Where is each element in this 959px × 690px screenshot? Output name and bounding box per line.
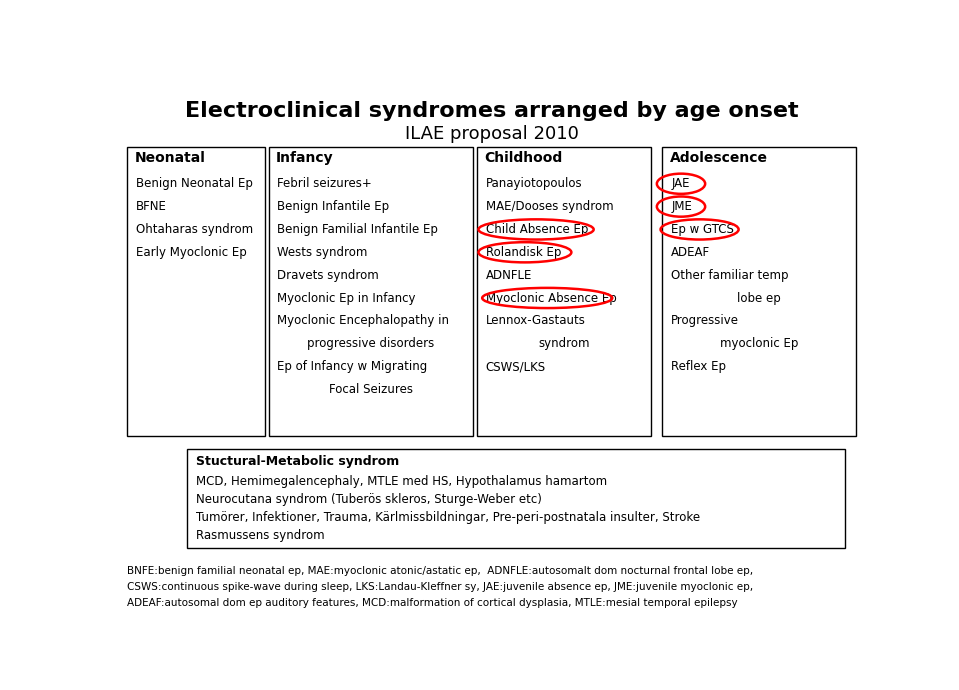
Text: Early Myoclonic Ep: Early Myoclonic Ep <box>136 246 247 259</box>
Text: Stuctural-Metabolic syndrom: Stuctural-Metabolic syndrom <box>196 455 399 468</box>
FancyBboxPatch shape <box>128 146 265 436</box>
Text: Infancy: Infancy <box>276 151 334 165</box>
Text: Myoclonic Encephalopathy in: Myoclonic Encephalopathy in <box>277 315 450 328</box>
Text: Childhood: Childhood <box>484 151 562 165</box>
Text: Benign Infantile Ep: Benign Infantile Ep <box>277 200 389 213</box>
Text: Ohtaharas syndrom: Ohtaharas syndrom <box>136 223 253 236</box>
Text: Neurocutana syndrom (Tuberös skleros, Sturge-Weber etc): Neurocutana syndrom (Tuberös skleros, St… <box>196 493 542 506</box>
Text: Panayiotopoulos: Panayiotopoulos <box>485 177 582 190</box>
Text: CSWS/LKS: CSWS/LKS <box>485 360 546 373</box>
Text: Myoclonic Ep in Infancy: Myoclonic Ep in Infancy <box>277 292 416 304</box>
Text: Other familiar temp: Other familiar temp <box>671 269 789 282</box>
Text: lobe ep: lobe ep <box>737 292 781 304</box>
Text: progressive disorders: progressive disorders <box>307 337 434 351</box>
FancyBboxPatch shape <box>663 146 855 436</box>
Text: Progressive: Progressive <box>671 315 739 328</box>
FancyBboxPatch shape <box>187 449 845 548</box>
Text: Electroclinical syndromes arranged by age onset: Electroclinical syndromes arranged by ag… <box>185 101 798 121</box>
Text: Adolescence: Adolescence <box>669 151 768 165</box>
Text: Ep of Infancy w Migrating: Ep of Infancy w Migrating <box>277 360 428 373</box>
Text: Reflex Ep: Reflex Ep <box>671 360 726 373</box>
Text: ADEAF:autosomal dom ep auditory features, MCD:malformation of cortical dysplasia: ADEAF:autosomal dom ep auditory features… <box>128 598 737 608</box>
Text: BFNE: BFNE <box>136 200 167 213</box>
Text: JAE: JAE <box>671 177 690 190</box>
Text: ADEAF: ADEAF <box>671 246 711 259</box>
Text: CSWS:continuous spike-wave during sleep, LKS:Landau-Kleffner sy, JAE:juvenile ab: CSWS:continuous spike-wave during sleep,… <box>128 582 754 592</box>
Text: Focal Seizures: Focal Seizures <box>329 383 412 396</box>
Text: Benign Familial Infantile Ep: Benign Familial Infantile Ep <box>277 223 438 236</box>
Text: Benign Neonatal Ep: Benign Neonatal Ep <box>136 177 253 190</box>
Text: Wests syndrom: Wests syndrom <box>277 246 368 259</box>
Text: BNFE:benign familial neonatal ep, MAE:myoclonic atonic/astatic ep,  ADNFLE:autos: BNFE:benign familial neonatal ep, MAE:my… <box>128 566 754 576</box>
Text: Rasmussens syndrom: Rasmussens syndrom <box>196 529 324 542</box>
Text: Neonatal: Neonatal <box>134 151 205 165</box>
Text: JME: JME <box>671 200 692 213</box>
Text: Ep w GTCS: Ep w GTCS <box>671 223 735 236</box>
Text: Tumörer, Infektioner, Trauma, Kärlmissbildningar, Pre-peri-postnatala insulter, : Tumörer, Infektioner, Trauma, Kärlmissbi… <box>196 511 700 524</box>
Text: myoclonic Ep: myoclonic Ep <box>720 337 798 351</box>
FancyBboxPatch shape <box>477 146 651 436</box>
Text: Child Absence Ep: Child Absence Ep <box>485 223 588 236</box>
Text: Lennox-Gastauts: Lennox-Gastauts <box>485 315 585 328</box>
Text: Febril seizures+: Febril seizures+ <box>277 177 372 190</box>
Text: MAE/Dooses syndrom: MAE/Dooses syndrom <box>485 200 613 213</box>
Text: Myoclonic Absence Ep: Myoclonic Absence Ep <box>485 292 617 304</box>
Text: Dravets syndrom: Dravets syndrom <box>277 269 379 282</box>
Text: syndrom: syndrom <box>538 337 590 351</box>
Text: Rolandisk Ep: Rolandisk Ep <box>485 246 561 259</box>
FancyBboxPatch shape <box>269 146 473 436</box>
Text: ILAE proposal 2010: ILAE proposal 2010 <box>405 126 578 144</box>
Text: MCD, Hemimegalencephaly, MTLE med HS, Hypothalamus hamartom: MCD, Hemimegalencephaly, MTLE med HS, Hy… <box>196 475 607 488</box>
Text: ADNFLE: ADNFLE <box>485 269 532 282</box>
